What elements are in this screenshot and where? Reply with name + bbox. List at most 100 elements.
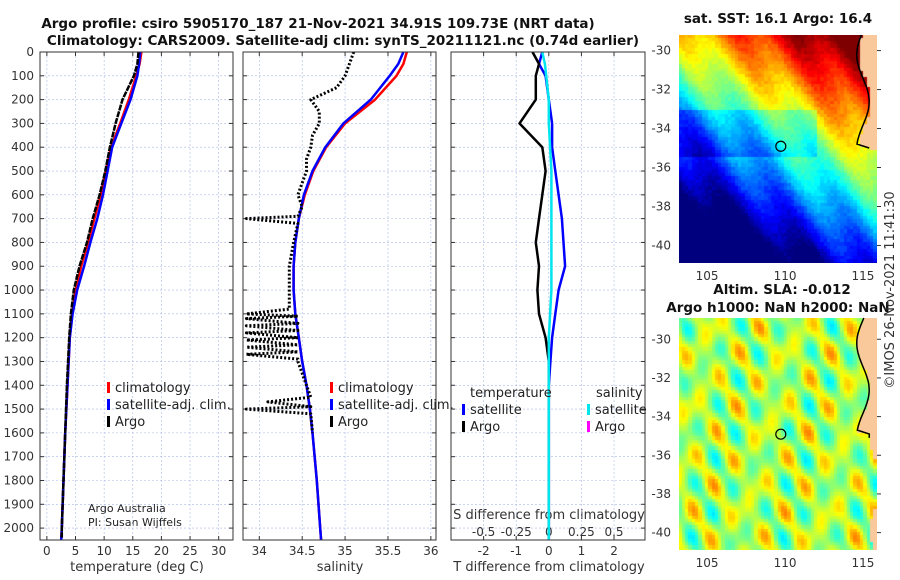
legend-label: climatology [338,381,414,396]
x-tick-label: -1 [510,544,522,558]
depth-tick-label: 0 [26,45,34,59]
series-line-satellite-adj-clim- [292,51,405,541]
x-tick-label: 0 [545,544,553,558]
depth-tick-label: 2000 [3,521,34,535]
sdiff-tick-label: -0.5 [472,525,495,539]
depth-tick-label: 600 [11,188,34,202]
legend-swatch [330,416,333,427]
argo-float-marker [775,140,787,152]
credit-line-2: PI: Susan Wijffels [88,516,182,529]
sla-map-image [679,318,877,550]
coastline [855,34,870,149]
sla-map-title-2: Argo h1000: NaN h2000: NaN [666,300,889,316]
sdiff-tick-label: 0.5 [604,525,623,539]
argo-float-marker [775,428,787,440]
map-lat-label: -36 [651,161,671,175]
depth-tick-label: 400 [11,140,34,154]
depth-tick-label: 300 [11,116,34,130]
panel-frame [39,51,234,541]
depth-tick-label: 1500 [3,402,34,416]
depth-tick-label: 500 [11,164,34,178]
legend-label: satellite [595,403,647,418]
depth-tick-label: 1600 [3,426,34,440]
legend-label: Argo [595,420,625,435]
map-lat-label: -36 [651,448,671,462]
legend-title: salinity [596,386,643,401]
map-lat-label: -38 [651,487,671,501]
x-tick-label: 5 [72,544,80,558]
legend-label: climatology [115,381,191,396]
sst-map-image [679,35,877,263]
depth-tick-label: 800 [11,235,34,249]
legend-label: satellite-adj. clim. [338,398,454,413]
map-lon-label: 105 [696,556,719,570]
depth-tick-label: 1700 [3,450,34,464]
x-tick-label: 35 [337,544,352,558]
legend-title: temperature [470,386,552,401]
series-line-argo [60,51,140,538]
x-tick-label: 1 [578,544,586,558]
series-line-argo [244,51,356,434]
map-lon-label: 110 [774,556,797,570]
x-tick-label: 15 [125,544,140,558]
x-tick-label: 10 [97,544,112,558]
legend-label: Argo [338,415,368,430]
sdiff-tick-label: -0.25 [501,525,532,539]
map-lat-label: -32 [651,83,671,97]
depth-tick-label: 1000 [3,283,34,297]
depth-tick-label: 1300 [3,354,34,368]
depth-tick-label: 1100 [3,307,34,321]
depth-tick-label: 700 [11,212,34,226]
panel-frame [242,51,437,541]
x-tick-label: 34.5 [289,544,316,558]
x-tick-label: 36 [423,544,438,558]
series-line-climatology [292,51,409,541]
map-lat-label: -38 [651,199,671,213]
map-lat-label: -30 [651,332,671,346]
map-lon-label: 115 [852,269,875,283]
map-lat-label: -40 [651,238,671,252]
legend-swatch [462,404,465,415]
depth-tick-label: 1200 [3,331,34,345]
legend-swatch [107,416,110,427]
legend-label: satellite-adj. clim. [115,398,231,413]
temperature-xlabel: temperature (deg C) [70,560,204,575]
imos-timestamp: ©IMOS 26-Nov-2021 11:41:30 [883,191,898,388]
legend-swatch [587,421,590,432]
depth-tick-label: 1900 [3,497,34,511]
legend-swatch [462,421,465,432]
series-line-s-satellite [541,51,553,540]
x-tick-label: 25 [182,544,197,558]
credit-line-1: Argo Australia [88,502,166,515]
x-tick-label: 2 [610,544,618,558]
depth-tick-label: 1800 [3,473,34,487]
map-lon-label: 105 [696,269,719,283]
sdiff-tick-label: 0.25 [568,525,595,539]
title-line-1: Argo profile: csiro 5905170_187 21-Nov-2… [41,16,594,32]
title-line-2: Climatology: CARS2009. Satellite-adj cli… [47,33,639,49]
x-tick-label: 35.5 [375,544,402,558]
legend-swatch [587,404,590,415]
legend-label: Argo [115,415,145,430]
legend-swatch [330,382,333,393]
series-line-t-argo [518,51,551,538]
map-lat-label: -34 [651,122,671,136]
legend-label: satellite [470,403,522,418]
depth-tick-label: 900 [11,259,34,273]
depth-tick-label: 100 [11,69,34,83]
x-tick-label: 34 [252,544,267,558]
coastline [856,317,871,438]
x-tick-label: -2 [478,544,490,558]
legend-swatch [330,399,333,410]
x-tick-label: 30 [211,544,226,558]
legend-swatch [107,399,110,410]
legend-label: Argo [470,420,500,435]
x-tick-label: 20 [154,544,169,558]
tdiff-xlabel: T difference from climatology [452,560,645,575]
salinity-xlabel: salinity [317,560,364,575]
x-tick-label: 0 [43,544,51,558]
depth-tick-label: 200 [11,93,34,107]
map-lon-label: 110 [774,269,797,283]
